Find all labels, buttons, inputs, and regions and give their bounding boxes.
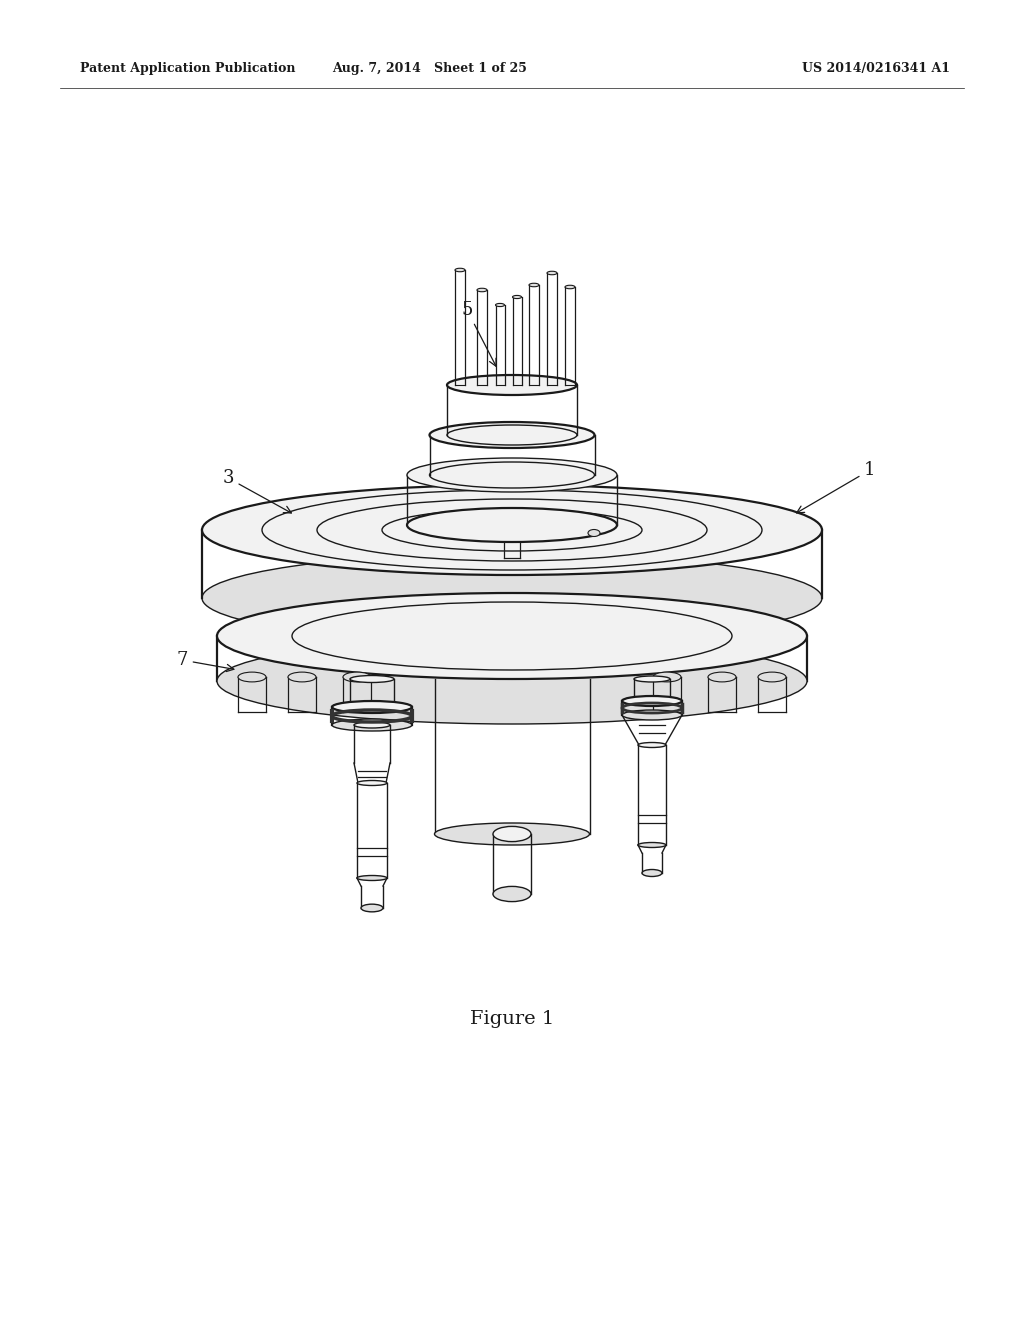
Ellipse shape [547,271,557,275]
Text: 1: 1 [797,461,876,513]
Ellipse shape [588,529,600,536]
Ellipse shape [429,422,595,447]
Text: US 2014/0216341 A1: US 2014/0216341 A1 [802,62,950,75]
Text: 5: 5 [462,301,496,366]
Ellipse shape [622,696,682,706]
Ellipse shape [238,672,266,682]
Ellipse shape [429,462,595,488]
Ellipse shape [407,458,617,492]
Text: Patent Application Publication: Patent Application Publication [80,62,296,75]
Ellipse shape [434,822,590,845]
Text: 7: 7 [176,651,233,672]
Ellipse shape [477,288,487,292]
Ellipse shape [496,304,505,306]
Ellipse shape [350,676,394,682]
Ellipse shape [638,742,666,747]
Ellipse shape [332,719,412,731]
Ellipse shape [622,710,682,719]
Ellipse shape [493,826,531,842]
Ellipse shape [529,284,539,286]
Ellipse shape [343,672,371,682]
Ellipse shape [332,701,412,713]
Ellipse shape [708,672,736,682]
Ellipse shape [288,672,316,682]
Ellipse shape [217,593,807,678]
Ellipse shape [493,887,531,902]
Ellipse shape [758,672,786,682]
Ellipse shape [634,676,670,682]
Ellipse shape [361,904,383,912]
Ellipse shape [447,425,577,445]
Ellipse shape [642,870,662,876]
Ellipse shape [202,484,822,576]
Ellipse shape [217,638,807,723]
Ellipse shape [447,375,577,395]
Ellipse shape [407,508,617,543]
Ellipse shape [455,268,465,272]
Ellipse shape [202,553,822,643]
Ellipse shape [638,842,666,847]
Text: 3: 3 [222,469,292,513]
Ellipse shape [512,296,521,298]
Ellipse shape [565,285,575,289]
Ellipse shape [357,780,387,785]
Text: Figure 1: Figure 1 [470,1010,554,1028]
Ellipse shape [354,722,390,729]
Ellipse shape [357,875,387,880]
Text: Aug. 7, 2014   Sheet 1 of 25: Aug. 7, 2014 Sheet 1 of 25 [333,62,527,75]
Ellipse shape [653,672,681,682]
